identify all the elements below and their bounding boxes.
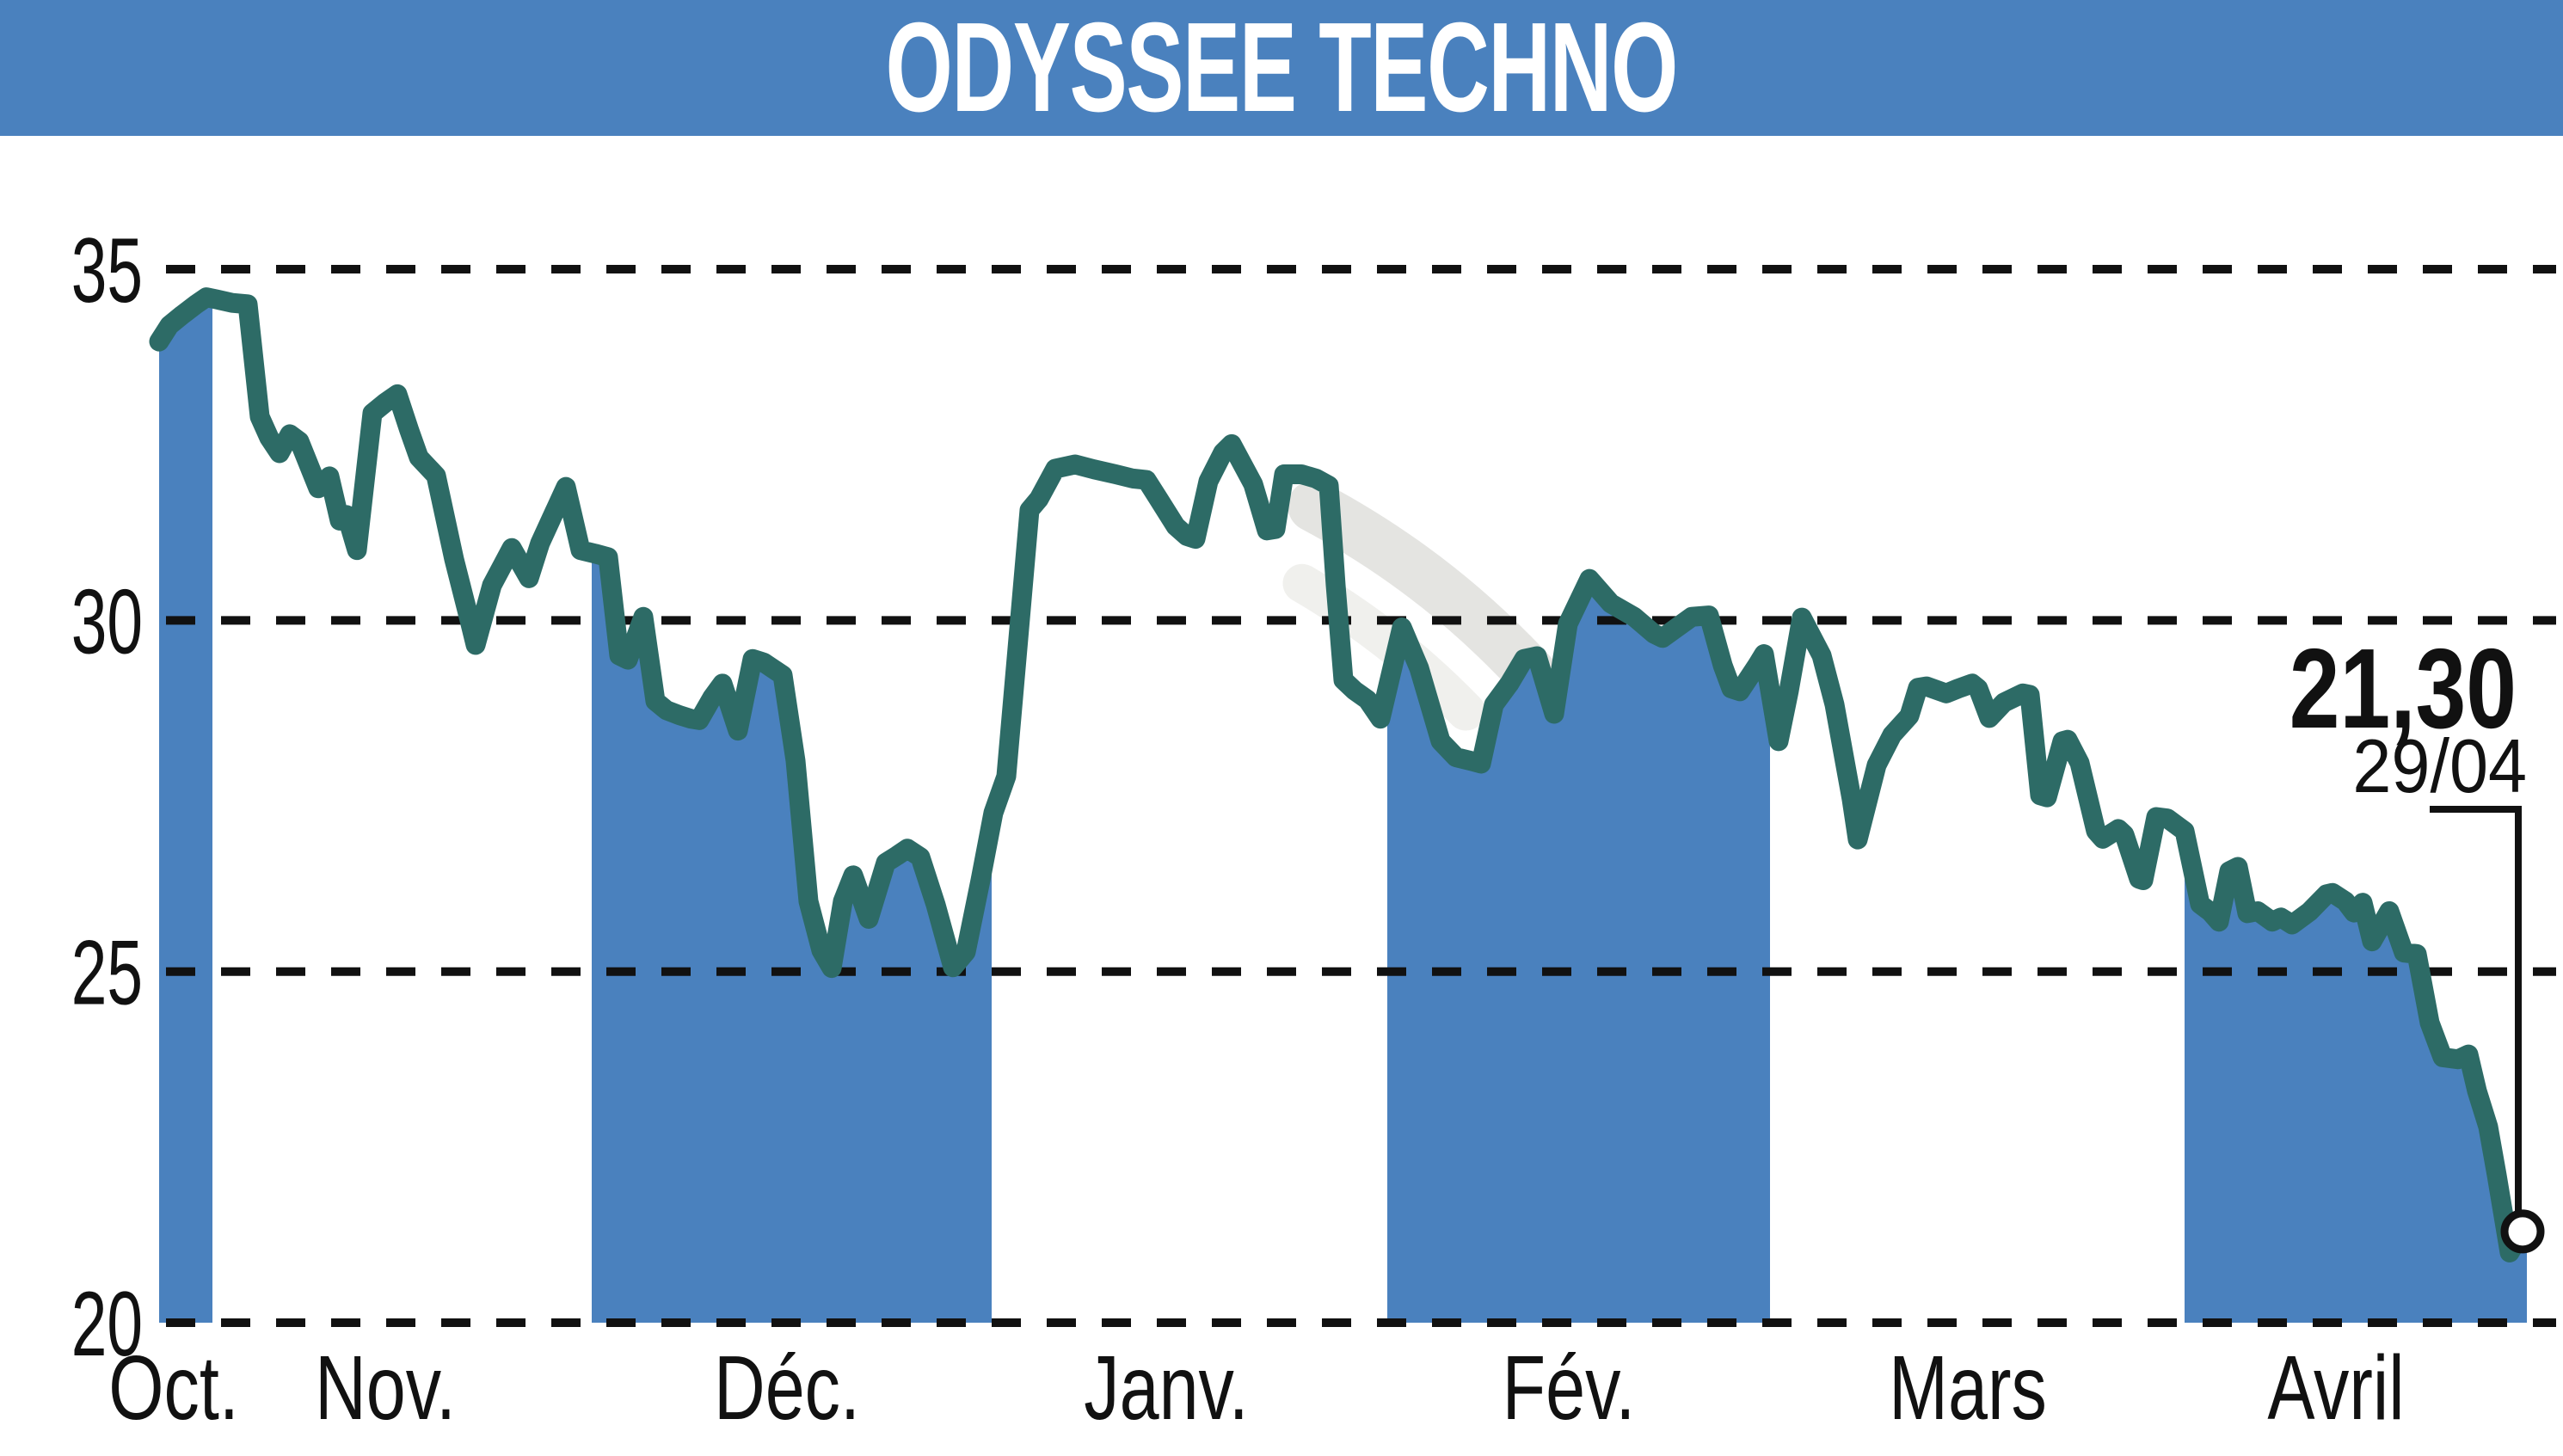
x-axis-month-label: Janv. (1084, 1337, 1248, 1439)
x-axis-month-label: Avril (2267, 1337, 2404, 1439)
shaded-month-fill (592, 552, 992, 1324)
y-tick-label: 25 (71, 920, 143, 1023)
y-tick-label: 30 (71, 569, 143, 673)
page-title: ODYSSEE TECHNO (885, 0, 1679, 138)
x-axis-month: Nov. (315, 1337, 456, 1439)
x-axis-month-label: Fév. (1503, 1337, 1636, 1439)
y-tick: 20 (71, 1272, 143, 1375)
x-axis-month: Janv. (1084, 1337, 1248, 1439)
x-axis-month-label: Déc. (714, 1337, 860, 1439)
x-axis-month: Oct. (108, 1337, 239, 1439)
y-tick: 25 (71, 920, 143, 1023)
x-axis-month: Fév. (1503, 1337, 1636, 1439)
last-price: 21,30 (2289, 626, 2517, 753)
last-price-label: 21,30 (2289, 626, 2517, 753)
last-point-marker (2500, 1209, 2545, 1254)
x-axis-month: Mars (1889, 1337, 2047, 1439)
title-bar: ODYSSEE TECHNO (0, 0, 2563, 136)
x-axis-month: Déc. (714, 1337, 860, 1439)
x-axis-month-label: Mars (1889, 1337, 2047, 1439)
shaded-month-fill (159, 297, 212, 1324)
y-tick-label: 35 (71, 218, 143, 322)
y-tick-label: 20 (71, 1272, 143, 1375)
x-axis-month-label: Nov. (315, 1337, 456, 1439)
last-date-label: 29/04 (2352, 723, 2527, 808)
last-date: 29/04 (2352, 723, 2527, 808)
x-axis-month-label: Oct. (108, 1337, 239, 1439)
y-tick: 35 (71, 218, 143, 322)
shaded-month-fill (2185, 831, 2527, 1324)
y-tick: 30 (71, 569, 143, 673)
x-axis-month: Avril (2267, 1337, 2404, 1439)
price-line (149, 287, 2533, 1262)
last-price-callout-line (2430, 806, 2522, 1211)
